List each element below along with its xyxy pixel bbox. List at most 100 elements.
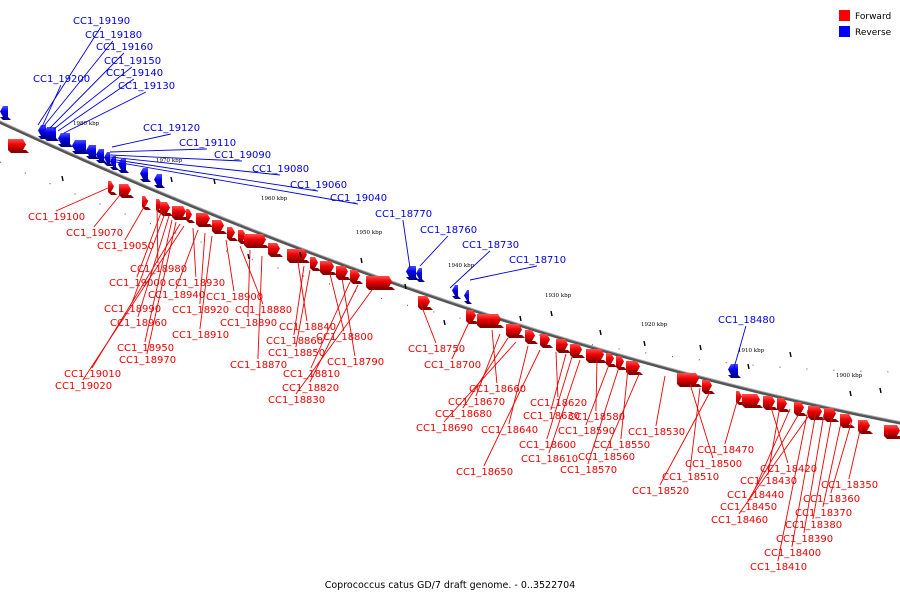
gene-label-cc1-18600: CC1_18600 [519, 440, 576, 451]
reverse-gene-shape [140, 168, 151, 182]
gene-shape-face [38, 125, 46, 136]
gene-label-cc1-18970: CC1_18970 [119, 355, 176, 366]
gene-shape-side [44, 138, 59, 141]
reverse-gene-shape [0, 106, 11, 120]
gene-shape-face [556, 339, 568, 350]
gene-shape-side [477, 325, 504, 328]
gene-shape-face [763, 396, 775, 407]
gene-label-cc1-18880: CC1_18880 [235, 305, 292, 316]
gene-shape-face [406, 266, 416, 277]
reverse-label-line [109, 156, 280, 176]
scale-label: 1920 kbp [641, 322, 668, 328]
gene-label-cc1-18760: CC1_18760 [420, 225, 477, 236]
gene-shape-face [677, 373, 699, 384]
forward-label-line [491, 329, 498, 384]
reverse-gene-shape [464, 290, 472, 304]
forward-label-line [310, 281, 351, 369]
forward-label-line [137, 215, 170, 318]
gene-label-cc1-18910: CC1_18910 [172, 330, 229, 341]
reverse-gene-shape [406, 266, 419, 280]
reverse-label-line [109, 160, 358, 205]
gene-shape-face [8, 139, 26, 150]
forward-gene-shape [366, 276, 395, 290]
gene-shape-face [336, 266, 348, 277]
reverse-label-line [49, 52, 125, 129]
gene-shape-side [840, 425, 855, 428]
scale-tick [699, 344, 702, 351]
reverse-label-line [449, 250, 491, 289]
forward-label-line [546, 356, 573, 440]
gene-label-cc1-18420: CC1_18420 [760, 464, 817, 475]
scale-tick [213, 178, 216, 185]
forward-label-line [293, 265, 305, 336]
gene-shape-face [452, 285, 458, 296]
gene-shape-face [540, 334, 550, 345]
scale-tick [599, 329, 602, 336]
scale-tick [247, 253, 250, 260]
gene-shape-face [416, 268, 422, 279]
reverse-gene-shape [118, 159, 129, 173]
gene-label-cc1-18830: CC1_18830 [268, 395, 325, 406]
gene-shape-face [742, 394, 760, 405]
scale-tick [443, 319, 446, 326]
gene-shape-side [160, 213, 173, 216]
forward-label-line [144, 219, 173, 343]
gene-shape-side [110, 167, 119, 170]
gene-shape-side [310, 268, 321, 271]
gene-shape-side [350, 281, 363, 284]
scale-tick [519, 315, 522, 322]
gene-label-cc1-18470: CC1_18470 [697, 445, 754, 456]
gene-shape-face [154, 174, 162, 185]
forward-gene-shape [212, 220, 227, 234]
genome-backbone [0, 120, 900, 425]
forward-label-line [812, 415, 833, 520]
gene-shape-face [525, 330, 535, 341]
gene-shape-side [172, 217, 189, 220]
gene-label-cc1-18530: CC1_18530 [628, 427, 685, 438]
forward-gene-shape [244, 234, 269, 248]
forward-label-line [443, 341, 517, 423]
gene-label-cc1-19080: CC1_19080 [252, 164, 309, 175]
gene-shape-face [466, 310, 476, 321]
gene-label-cc1-18360: CC1_18360 [803, 494, 860, 505]
gene-shape-side [763, 407, 778, 410]
gene-shape-side [366, 287, 395, 290]
gene-label-cc1-18440: CC1_18440 [727, 490, 784, 501]
reverse-label-line [109, 148, 207, 153]
forward-label-line [295, 269, 311, 348]
gene-label-cc1-19140: CC1_19140 [106, 68, 163, 79]
gene-label-cc1-19130: CC1_19130 [118, 81, 175, 92]
scale-tick [404, 283, 407, 290]
forward-label-line [199, 235, 213, 330]
forward-gene-shape [506, 324, 525, 338]
gene-label-cc1-18680: CC1_18680 [435, 409, 492, 420]
gene-shape-face [858, 420, 870, 431]
gene-shape-face [320, 261, 334, 272]
gene-shape-face [418, 296, 430, 307]
scale-tick [360, 257, 363, 264]
gene-shape-side [196, 224, 213, 227]
gene-label-cc1-19100: CC1_19100 [28, 212, 85, 223]
forward-gene-shape [108, 181, 117, 195]
gene-label-cc1-18400: CC1_18400 [764, 548, 821, 559]
forward-label-line [848, 421, 863, 480]
gene-label-cc1-18980: CC1_18980 [130, 264, 187, 275]
forward-gene-shape [858, 420, 873, 434]
gene-shape-face [0, 106, 8, 117]
gene-label-cc1-18790: CC1_18790 [327, 357, 384, 368]
gene-label-cc1-18930: CC1_18930 [168, 278, 225, 289]
gene-label-cc1-18380: CC1_18380 [785, 520, 842, 531]
gene-label-cc1-18950: CC1_18950 [117, 343, 174, 354]
forward-label-line [830, 419, 853, 494]
gene-label-cc1-18520: CC1_18520 [632, 486, 689, 497]
gene-shape-side [227, 238, 238, 241]
gene-shape-face [186, 209, 192, 220]
reverse-label-line [733, 325, 747, 369]
gene-label-cc1-18840: CC1_18840 [279, 322, 336, 333]
gene-shape-side [154, 185, 165, 188]
reverse-label-line [41, 84, 62, 128]
gene-shape-face [794, 402, 804, 413]
gene-label-cc1-18800: CC1_18800 [316, 332, 373, 343]
gene-label-cc1-18560: CC1_18560 [578, 452, 635, 463]
reverse-gene-shape [58, 133, 73, 147]
